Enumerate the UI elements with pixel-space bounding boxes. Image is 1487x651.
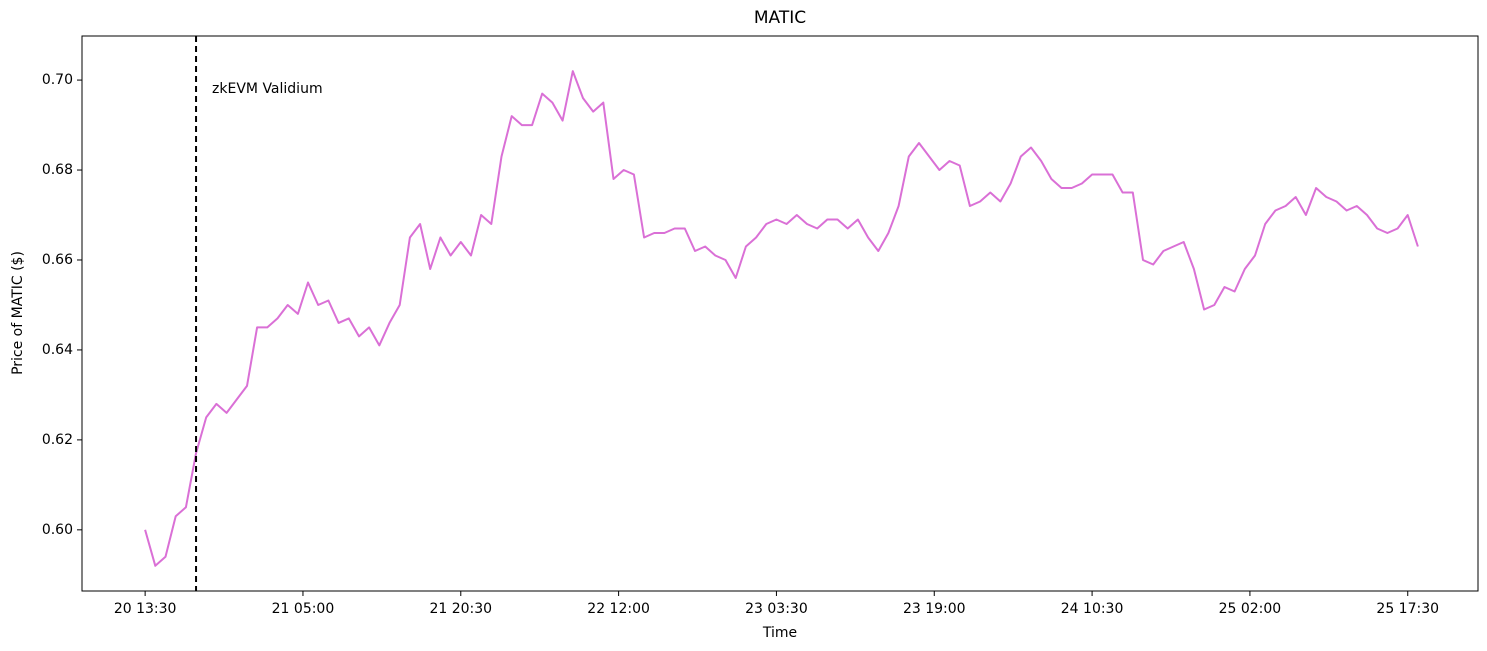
x-tick-label: 23 19:00 [903,601,966,617]
x-axis-label: Time [762,625,797,641]
x-tick-label: 23 03:30 [745,601,808,617]
price-line [144,70,1419,567]
y-tick-label: 0.70 [42,72,73,88]
y-tick-label: 0.68 [42,162,73,178]
y-tick-label: 0.62 [42,432,73,448]
plot-frame [81,35,1479,592]
x-tick-label: 25 02:00 [1219,601,1282,617]
x-tick-label: 20 13:30 [114,601,177,617]
chart-title: MATIC [754,8,806,28]
y-tick-label: 0.66 [42,252,73,268]
x-tick-label: 24 10:30 [1061,601,1124,617]
y-tick-label: 0.60 [42,522,73,538]
event-label: zkEVM Validium [212,81,323,97]
y-axis-label: Price of MATIC ($) [10,251,26,375]
x-tick-label: 22 12:00 [587,601,650,617]
x-tick-label: 21 05:00 [272,601,335,617]
y-tick-label: 0.64 [42,342,73,358]
x-tick-label: 25 17:30 [1376,601,1439,617]
x-tick-label: 21 20:30 [429,601,492,617]
